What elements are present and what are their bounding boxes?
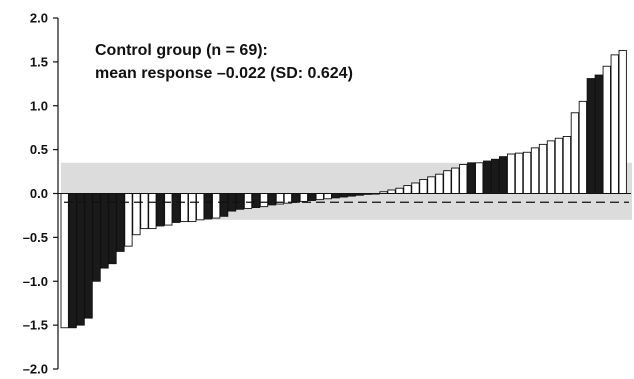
reference-lines-layer [58,193,631,203]
bar [291,193,300,203]
bar [443,170,452,194]
bar [554,137,564,194]
bar [204,193,213,220]
bar [538,143,548,194]
y-tick-label: 0.5 [30,142,48,157]
bar [602,65,611,194]
bar [451,167,460,194]
bar [522,151,532,194]
bar [188,193,197,223]
bar [243,193,253,209]
bar [475,162,484,194]
bar [76,193,85,326]
bar [387,189,396,194]
bar [68,193,77,329]
bar [427,176,436,194]
bar [562,136,572,194]
annotation-line-1: Control group (n = 69): [95,42,268,59]
bar [299,193,308,202]
bar [251,193,261,208]
bar [586,78,595,194]
y-tick-label: 1.0 [30,98,48,113]
bar [132,193,141,236]
bar [403,185,412,194]
bar [212,193,221,219]
bar [594,74,603,194]
bar [546,140,556,194]
bar [411,182,420,194]
bar [164,193,173,226]
bar [323,193,332,200]
y-tick-label: 0.0 [30,186,48,201]
bar [315,193,324,201]
bar [530,147,540,194]
annotation-line-2: mean response –0.022 (SD: 0.624) [95,65,353,82]
bar [60,193,69,329]
bar [140,193,149,230]
bar [610,54,619,194]
bar [499,156,508,194]
y-tick-label: –1.5 [23,318,48,333]
bar [395,187,404,194]
bar [267,193,277,206]
bar [100,193,109,269]
bar [196,193,205,221]
bar [84,193,93,319]
bar [92,193,101,282]
bar [419,179,428,194]
bar [180,193,189,223]
bar [307,193,316,201]
bar [506,153,516,194]
bar [514,152,524,194]
y-tick-label: –0.5 [23,230,48,245]
y-tick-label: –2.0 [23,362,48,377]
bar [331,193,340,199]
bar [259,193,269,208]
bar [435,173,444,194]
bar [491,158,500,194]
bar [172,193,181,223]
bar [467,162,476,194]
bar [124,193,133,247]
bar [156,193,165,227]
bar [339,193,348,198]
y-tick-label: 2.0 [30,11,48,26]
bar [483,160,492,194]
bar [578,100,587,194]
bar [148,193,157,230]
y-axis: –2.0 –1.5 –1.0 –0.5 0.0 0.5 1.0 1.5 2.0 [23,11,59,377]
y-tick-label: 1.5 [30,54,48,69]
bar [235,193,245,210]
bar [219,193,229,217]
y-tick-label: –1.0 [23,274,48,289]
bar [459,164,468,194]
bar [570,112,580,194]
bar [618,50,627,194]
bar [108,193,117,265]
